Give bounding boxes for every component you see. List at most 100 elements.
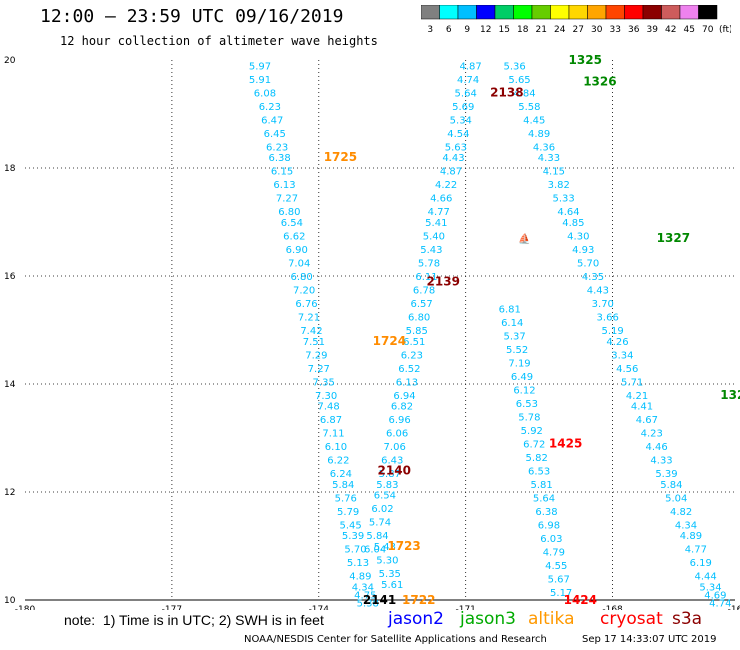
data-label: 4.74 (709, 599, 731, 610)
data-label: 6.54 (374, 491, 396, 502)
data-label: 7.51 (303, 337, 325, 348)
time-annotation: 1725 (324, 150, 357, 164)
time-annotation: 1425 (549, 436, 582, 450)
data-label: 6.80 (291, 272, 313, 283)
data-label: 5.36 (504, 61, 526, 72)
data-label: 5.58 (518, 102, 540, 113)
x-tick-label: -16 (728, 605, 740, 610)
wave-height-chart: 20 18 16 14 12 10-180 -177 -174 -171 -168 -16 5.97 5… (4, 53, 740, 610)
data-label: 7.30 (315, 391, 337, 402)
legend-altika: altika (528, 609, 575, 629)
data-label: 5.83 (376, 480, 398, 491)
legend-jason3: jason3 (460, 609, 516, 629)
data-label: 5.52 (506, 345, 528, 356)
data-label: 4.66 (430, 194, 452, 205)
data-label: 5.69 (452, 102, 474, 113)
time-annotation: 1327 (657, 231, 690, 245)
data-label: 4.45 (523, 115, 545, 126)
data-label: 5.43 (374, 542, 396, 553)
legend-cryosat: cryosat (600, 609, 663, 629)
data-label: 6.38 (268, 153, 290, 164)
color-tick-label: 39 (647, 25, 659, 35)
y-tick-label: 16 (4, 272, 16, 282)
data-label: 3.82 (548, 180, 570, 191)
data-label: 4.69 (704, 591, 726, 602)
data-label: 4.85 (562, 218, 584, 229)
data-label: 4.77 (428, 207, 450, 218)
data-label: 5.76 (335, 493, 357, 504)
data-label: 7.27 (276, 194, 298, 205)
data-label: 6.10 (325, 442, 347, 453)
data-label: 4.89 (528, 129, 550, 140)
data-label: 4.56 (616, 364, 638, 375)
color-tick-label: 15 (499, 25, 510, 35)
color-tick-label: 3 (427, 25, 433, 35)
data-label: 6.11 (415, 272, 437, 283)
data-label: 6.96 (388, 415, 410, 426)
data-label: 6.08 (254, 88, 276, 99)
data-label: 5.84 (332, 480, 354, 491)
data-label: 6.06 (386, 429, 408, 440)
data-label: 4.23 (641, 429, 663, 440)
data-label: 4.15 (543, 167, 565, 178)
data-label: 5.70 (344, 545, 366, 556)
data-label: 6.53 (516, 399, 538, 410)
time-annotation: 2141 (363, 593, 396, 607)
data-label: 4.87 (459, 61, 481, 72)
color-tick-label: 12 (480, 25, 491, 35)
data-label: 4.22 (435, 180, 457, 191)
y-tick-label: 14 (4, 380, 16, 390)
y-tick-label: 18 (4, 164, 16, 174)
data-label: 4.30 (567, 232, 589, 243)
data-label: 5.78 (518, 412, 540, 423)
data-label: 5.91 (249, 75, 271, 86)
legend-s3a: s3a (672, 609, 703, 629)
data-label: 4.89 (680, 531, 702, 542)
data-label: 5.19 (601, 326, 623, 337)
data-label: 6.24 (330, 469, 352, 480)
time-annotation: 2138 (490, 85, 523, 99)
data-label: 7.21 (298, 313, 320, 324)
data-label: 7.20 (293, 286, 315, 297)
data-label: 6.94 (393, 391, 415, 402)
data-label: 4.55 (545, 561, 567, 572)
data-label: 4.93 (572, 245, 594, 256)
data-label: 4.43 (587, 286, 609, 297)
time-annotation: 1326 (583, 75, 616, 89)
data-label: 4.26 (606, 337, 628, 348)
color-tick-label: 6 (446, 25, 452, 35)
data-label: 5.45 (339, 520, 361, 531)
data-label: 5.74 (369, 518, 391, 529)
credit-text: NOAA/NESDIS Center for Satellite Applica… (244, 634, 547, 645)
y-tick-label: 20 (4, 56, 16, 66)
data-label: 4.44 (694, 572, 716, 583)
data-label: 4.84 (513, 88, 535, 99)
data-label: 5.34 (699, 583, 721, 594)
data-label: 5.63 (445, 142, 467, 153)
x-tick-label: -180 (15, 605, 36, 610)
x-tick-label: -177 (162, 605, 182, 610)
footnote: note: 1) Time is in UTC; 2) SWH is in fe… (64, 612, 324, 628)
data-label: 5.34 (450, 115, 472, 126)
data-label: 4.64 (557, 207, 579, 218)
data-label: 6.80 (408, 313, 430, 324)
data-label: 6.19 (690, 558, 712, 569)
timestamp-text: Sep 17 14:33:07 UTC 2019 (582, 634, 717, 645)
data-label: 6.04 (364, 545, 386, 556)
x-tick-label: -171 (455, 605, 475, 610)
data-label: 6.78 (413, 286, 435, 297)
data-label: 6.57 (410, 299, 432, 310)
time-annotation: 2139 (427, 274, 460, 288)
data-label: 4.89 (349, 572, 371, 583)
data-label: 5.38 (357, 599, 379, 610)
data-label: 7.04 (288, 259, 310, 270)
data-label: 5.04 (665, 493, 687, 504)
buoy-marker: ⛵ (518, 232, 530, 245)
data-label: 6.76 (295, 299, 317, 310)
data-label: 6.23 (401, 350, 423, 361)
data-label: 4.34 (675, 520, 697, 531)
time-annotation: 1325 (569, 53, 602, 67)
color-tick-label: 21 (536, 25, 547, 35)
data-label: 5.43 (420, 245, 442, 256)
